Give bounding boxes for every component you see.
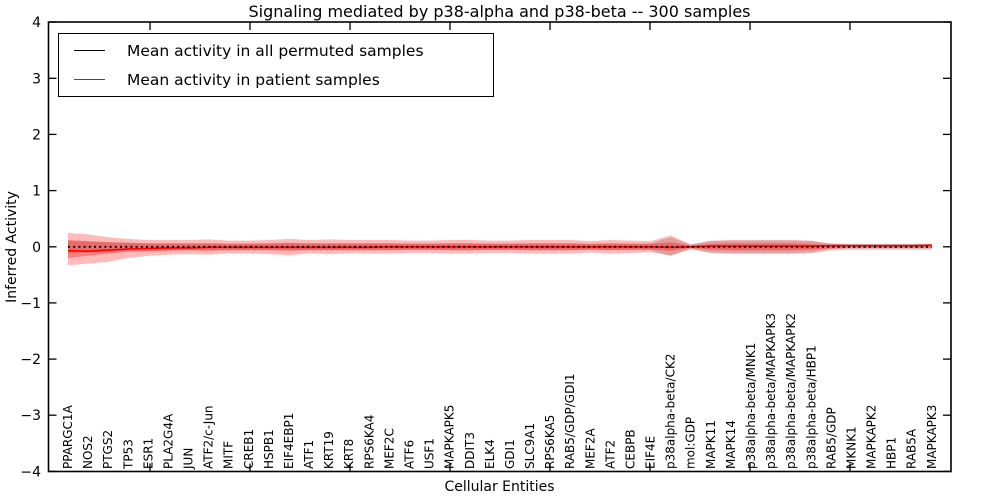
- x-tick-label: PTGS2: [101, 430, 115, 469]
- x-tick-label: MAPK14: [724, 420, 738, 469]
- x-tick-label: ELK4: [483, 439, 497, 469]
- x-tick-label: ATF1: [302, 440, 316, 469]
- x-tick-label: ESR1: [141, 438, 155, 469]
- x-tick-label: p38alpha-beta/MNK1: [744, 343, 758, 469]
- x-tick-label: p38alpha-beta/HBP1: [804, 345, 818, 469]
- y-tick-label: −3: [20, 408, 41, 424]
- x-tick-label: JUN: [181, 448, 195, 470]
- x-tick-label: EIF4EBP1: [282, 413, 296, 469]
- patient-band-inner: [68, 240, 932, 258]
- legend-label-patient: Mean activity in patient samples: [127, 70, 380, 89]
- x-tick-label: HSPB1: [262, 429, 276, 469]
- x-tick-label: CREB1: [242, 429, 256, 469]
- legend-label-permuted: Mean activity in all permuted samples: [127, 41, 424, 60]
- x-tick-label: p38alpha-beta/MAPKAPK3: [764, 313, 778, 469]
- x-tick-label: MAPKAPK5: [443, 405, 457, 469]
- y-tick-label: 3: [32, 71, 41, 87]
- x-tick-label: ATF2: [603, 440, 617, 469]
- legend-line-sample-permuted: [74, 50, 105, 51]
- x-tick-label: MEF2A: [583, 428, 597, 469]
- x-tick-label: DDIT3: [463, 432, 477, 469]
- y-tick-label: 4: [32, 15, 41, 31]
- legend-item-permuted: Mean activity in all permuted samples: [74, 40, 493, 62]
- x-tick-label: KRT8: [342, 439, 356, 469]
- x-axis-label: Cellular Entities: [444, 479, 555, 495]
- y-tick-label: −1: [20, 296, 41, 312]
- chart-title: Signaling mediated by p38-alpha and p38-…: [248, 2, 751, 21]
- y-tick-label: −4: [20, 464, 41, 480]
- x-tick-label: ATF6: [402, 440, 416, 469]
- y-axis-label: Inferred Activity: [4, 191, 20, 303]
- x-tick-label: MKNK1: [844, 426, 858, 469]
- x-tick-label: MAPKAPK3: [925, 405, 939, 469]
- x-tick-label: CEBPB: [623, 429, 637, 469]
- x-tick-label: HBP1: [885, 437, 899, 469]
- x-tick-label: USF1: [423, 438, 437, 469]
- legend: Mean activity in all permuted samples Me…: [58, 33, 494, 97]
- x-tick-label: RAB5/GDP: [824, 407, 838, 469]
- x-tick-label: MAPK11: [704, 420, 718, 469]
- y-tick-label: 1: [32, 184, 41, 200]
- x-tick-label: MITF: [222, 441, 236, 469]
- x-tick-label: KRT19: [322, 431, 336, 469]
- y-tick-label: −2: [20, 352, 41, 368]
- x-tick-label: EIF4E: [644, 436, 658, 469]
- x-tick-label: MAPKAPK2: [864, 405, 878, 469]
- x-tick-label: PPARGC1A: [61, 404, 75, 469]
- x-tick-label: ATF2/c-Jun: [202, 405, 216, 469]
- patient-band-outer: [68, 232, 932, 266]
- legend-item-patient: Mean activity in patient samples: [74, 69, 493, 91]
- x-tick-label: p38alpha-beta/CK2: [664, 354, 678, 469]
- y-tick-label: 2: [32, 127, 41, 143]
- x-tick-label: RAB5/GDP/GDI1: [563, 373, 577, 469]
- x-tick-label: SLC9A1: [523, 423, 537, 469]
- x-tick-label: GDI1: [503, 439, 517, 469]
- x-tick-label: PLA2G4A: [161, 413, 175, 469]
- x-tick-label: RPS6KA5: [543, 415, 557, 469]
- legend-line-sample-patient: [74, 79, 105, 80]
- x-tick-label: MEF2C: [382, 428, 396, 469]
- x-tick-label: RPS6KA4: [362, 415, 376, 469]
- x-tick-label: TP53: [121, 439, 135, 470]
- x-tick-label: mol:GDP: [684, 417, 698, 469]
- y-tick-label: 0: [32, 240, 41, 256]
- x-tick-label: NOS2: [81, 435, 95, 469]
- x-tick-label: p38alpha-beta/MAPKAPK2: [784, 313, 798, 469]
- x-tick-label: RAB5A: [905, 428, 919, 469]
